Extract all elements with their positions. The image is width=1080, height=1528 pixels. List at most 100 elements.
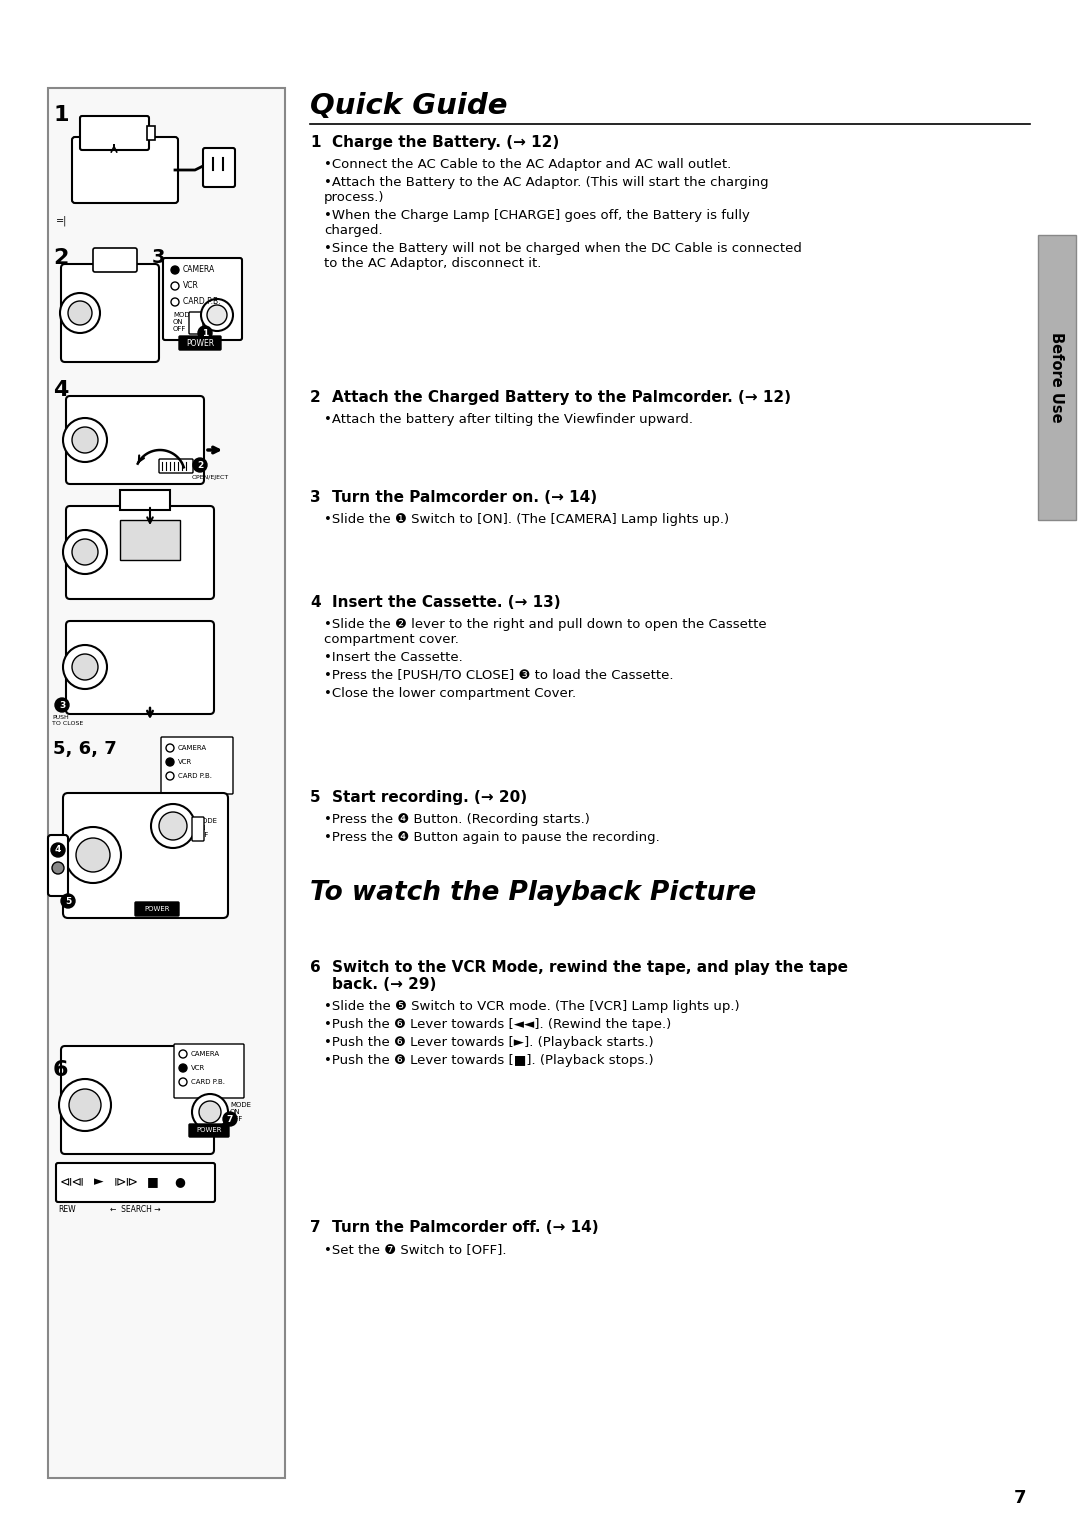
Circle shape <box>171 298 179 306</box>
Circle shape <box>179 1050 187 1057</box>
Circle shape <box>60 894 75 908</box>
Circle shape <box>199 1102 221 1123</box>
Text: •Slide the ❺ Switch to VCR mode. (The [VCR] Lamp lights up.): •Slide the ❺ Switch to VCR mode. (The [V… <box>324 999 740 1013</box>
Circle shape <box>171 266 179 274</box>
Text: •Close the lower compartment Cover.: •Close the lower compartment Cover. <box>324 688 576 700</box>
Bar <box>48 89 285 1478</box>
Circle shape <box>63 419 107 461</box>
Text: VCR: VCR <box>191 1065 205 1071</box>
Text: POWER: POWER <box>197 1128 221 1134</box>
Text: Quick Guide: Quick Guide <box>310 92 508 121</box>
Circle shape <box>60 293 100 333</box>
Text: ⧏⧏: ⧏⧏ <box>59 1175 84 1189</box>
FancyBboxPatch shape <box>66 396 204 484</box>
Circle shape <box>159 811 187 840</box>
FancyBboxPatch shape <box>174 1044 244 1099</box>
Text: Attach the Charged Battery to the Palmcorder. (→ 12): Attach the Charged Battery to the Palmco… <box>332 390 791 405</box>
Bar <box>147 125 156 141</box>
Text: ►: ► <box>94 1175 104 1189</box>
Text: 5, 6, 7: 5, 6, 7 <box>53 740 117 758</box>
Text: VCR: VCR <box>183 281 199 290</box>
FancyBboxPatch shape <box>161 736 233 795</box>
Text: PUSH
TO CLOSE: PUSH TO CLOSE <box>52 715 83 726</box>
Circle shape <box>198 325 212 341</box>
Text: OFF: OFF <box>173 325 187 332</box>
Text: •When the Charge Lamp [CHARGE] goes off, the Battery is fully
charged.: •When the Charge Lamp [CHARGE] goes off,… <box>324 209 750 237</box>
Circle shape <box>72 426 98 452</box>
Text: VCR: VCR <box>178 759 192 766</box>
Text: •Push the ❻ Lever towards [■]. (Playback stops.): •Push the ❻ Lever towards [■]. (Playback… <box>324 1054 653 1067</box>
Text: ●: ● <box>175 1175 186 1189</box>
Text: OPEN/EJECT: OPEN/EJECT <box>192 475 229 480</box>
FancyBboxPatch shape <box>72 138 178 203</box>
Text: 6: 6 <box>53 1060 68 1080</box>
FancyBboxPatch shape <box>66 506 214 599</box>
Text: 5: 5 <box>65 897 71 906</box>
Text: Switch to the VCR Mode, rewind the tape, and play the tape
back. (→ 29): Switch to the VCR Mode, rewind the tape,… <box>332 960 848 992</box>
Text: 5: 5 <box>310 790 321 805</box>
Text: •Press the [PUSH/TO CLOSE] ❸ to load the Cassette.: •Press the [PUSH/TO CLOSE] ❸ to load the… <box>324 669 674 681</box>
FancyBboxPatch shape <box>63 793 228 918</box>
Text: POWER: POWER <box>145 906 170 912</box>
Polygon shape <box>120 490 170 510</box>
Text: ■: ■ <box>147 1175 159 1189</box>
FancyBboxPatch shape <box>120 520 180 559</box>
Circle shape <box>72 654 98 680</box>
Text: MODE
ON
OFF: MODE ON OFF <box>230 1102 251 1122</box>
Circle shape <box>63 530 107 575</box>
Text: •Connect the AC Cable to the AC Adaptor and AC wall outlet.: •Connect the AC Cable to the AC Adaptor … <box>324 157 731 171</box>
Text: 7: 7 <box>1014 1488 1026 1507</box>
Text: •Slide the ❷ lever to the right and pull down to open the Cassette
compartment c: •Slide the ❷ lever to the right and pull… <box>324 617 767 646</box>
Text: CARD P.B.: CARD P.B. <box>191 1079 225 1085</box>
Circle shape <box>193 458 207 472</box>
Text: •Attach the battery after tilting the Viewfinder upward.: •Attach the battery after tilting the Vi… <box>324 413 693 426</box>
Text: Start recording. (→ 20): Start recording. (→ 20) <box>332 790 527 805</box>
Text: 4: 4 <box>55 845 62 854</box>
Text: •Press the ❹ Button again to pause the recording.: •Press the ❹ Button again to pause the r… <box>324 831 660 843</box>
Text: ⧐⧐: ⧐⧐ <box>113 1175 138 1189</box>
Text: MODE
ON
OFF: MODE ON OFF <box>195 817 217 837</box>
Text: •Attach the Battery to the AC Adaptor. (This will start the charging
process.): •Attach the Battery to the AC Adaptor. (… <box>324 176 769 205</box>
FancyBboxPatch shape <box>56 1163 215 1203</box>
Text: 1: 1 <box>202 329 208 338</box>
Text: 7: 7 <box>310 1219 321 1235</box>
Text: •Slide the ❶ Switch to [ON]. (The [CAMERA] Lamp lights up.): •Slide the ❶ Switch to [ON]. (The [CAMER… <box>324 513 729 526</box>
Text: To watch the Playback Picture: To watch the Playback Picture <box>310 880 756 906</box>
Text: =|: =| <box>56 215 67 226</box>
Text: REW: REW <box>58 1206 76 1215</box>
FancyBboxPatch shape <box>66 620 214 714</box>
Text: 1: 1 <box>53 105 68 125</box>
Text: •Since the Battery will not be charged when the DC Cable is connected
to the AC : •Since the Battery will not be charged w… <box>324 241 801 270</box>
Circle shape <box>55 698 69 712</box>
Circle shape <box>76 837 110 872</box>
Circle shape <box>166 758 174 766</box>
Text: ←  SEARCH →: ← SEARCH → <box>110 1206 160 1215</box>
Circle shape <box>207 306 227 325</box>
FancyBboxPatch shape <box>93 248 137 272</box>
Circle shape <box>51 843 65 857</box>
Circle shape <box>72 539 98 565</box>
FancyBboxPatch shape <box>189 312 203 335</box>
Text: •Set the ❼ Switch to [OFF].: •Set the ❼ Switch to [OFF]. <box>324 1242 507 1256</box>
Text: •Press the ❹ Button. (Recording starts.): •Press the ❹ Button. (Recording starts.) <box>324 813 590 827</box>
Text: 7: 7 <box>227 1114 233 1123</box>
Circle shape <box>59 1079 111 1131</box>
Text: 3: 3 <box>59 700 65 709</box>
Text: 1: 1 <box>310 134 321 150</box>
FancyBboxPatch shape <box>135 902 179 915</box>
FancyBboxPatch shape <box>179 336 221 350</box>
Text: •Push the ❻ Lever towards [►]. (Playback starts.): •Push the ❻ Lever towards [►]. (Playback… <box>324 1036 653 1050</box>
Text: 2: 2 <box>310 390 321 405</box>
Text: 6: 6 <box>310 960 321 975</box>
Text: Insert the Cassette. (→ 13): Insert the Cassette. (→ 13) <box>332 594 561 610</box>
Circle shape <box>171 283 179 290</box>
Text: MODE: MODE <box>173 312 194 318</box>
FancyBboxPatch shape <box>159 458 193 474</box>
Circle shape <box>69 1089 102 1122</box>
Circle shape <box>179 1063 187 1073</box>
FancyBboxPatch shape <box>80 116 149 150</box>
Circle shape <box>179 1077 187 1086</box>
Circle shape <box>192 1094 228 1131</box>
Circle shape <box>65 827 121 883</box>
Text: Before Use: Before Use <box>1050 332 1065 423</box>
